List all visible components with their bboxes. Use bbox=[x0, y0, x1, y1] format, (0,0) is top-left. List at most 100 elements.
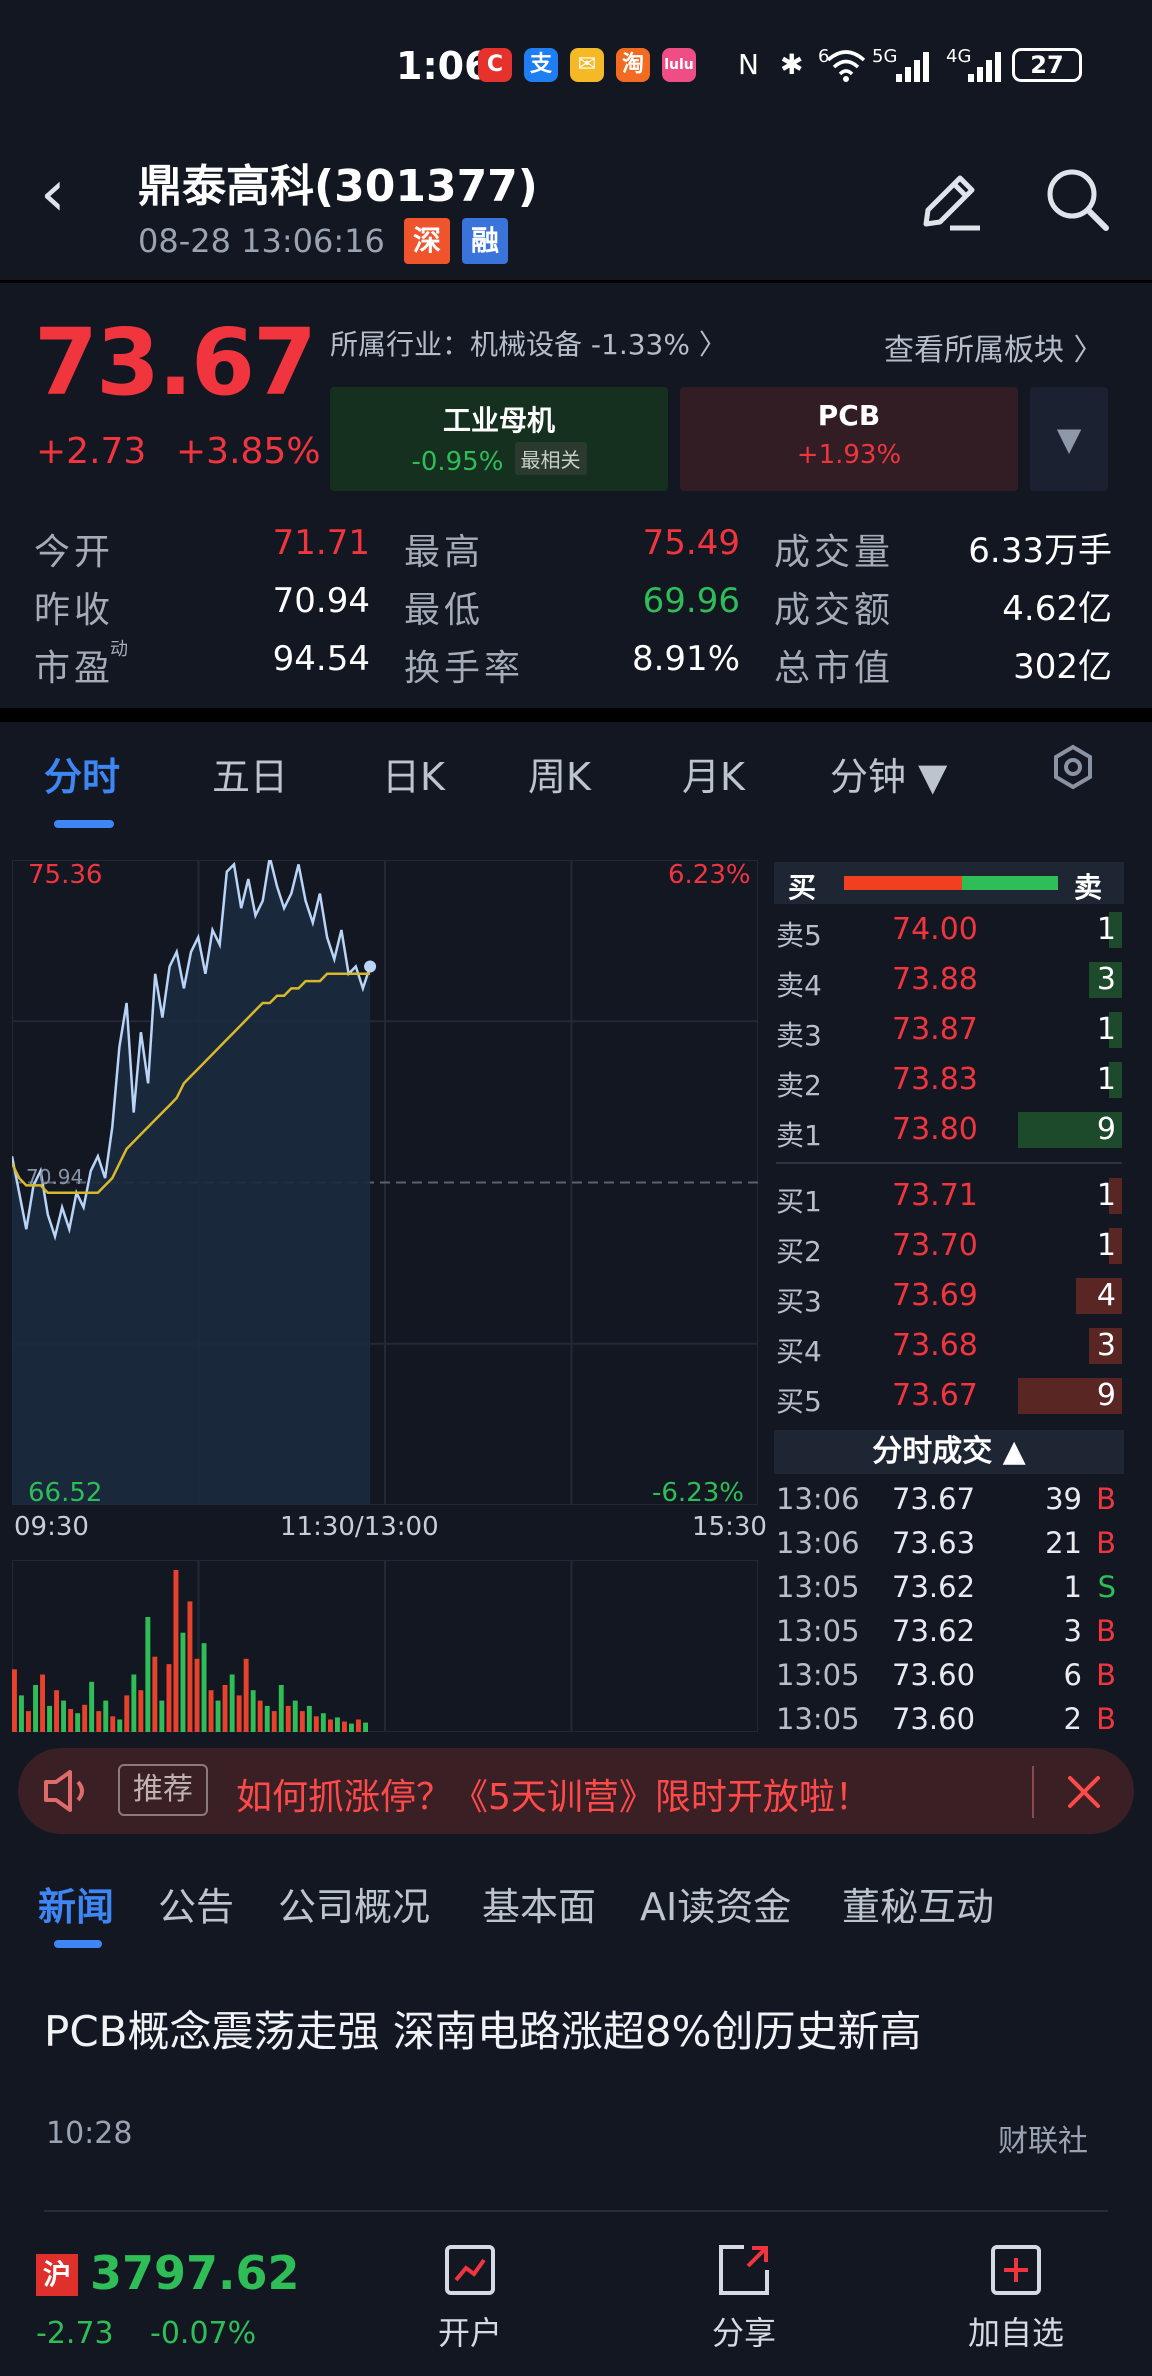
volume-bar bbox=[215, 1700, 221, 1732]
book-level-label: 买1 bbox=[776, 1185, 822, 1218]
sector-card-pcb[interactable]: PCB +1.93% bbox=[680, 387, 1018, 491]
book-price: 73.80 bbox=[892, 1112, 978, 1147]
trade-row: 13:06 73.63 21 B bbox=[776, 1522, 1122, 1566]
tab-fundamentals[interactable]: 基本面 bbox=[482, 1885, 597, 1929]
book-level-label: 卖3 bbox=[776, 1019, 822, 1052]
stat-value: 8.91% bbox=[631, 639, 740, 679]
asks-row[interactable]: 卖3 73.87 1 bbox=[776, 1006, 1122, 1056]
back-arrow-icon[interactable]: ‹ bbox=[40, 157, 66, 231]
add-watchlist-button[interactable]: 加自选 bbox=[936, 2244, 1096, 2354]
trade-row: 13:06 73.67 39 B bbox=[776, 1478, 1122, 1522]
view-sectors-link[interactable]: 查看所属板块 〉 bbox=[884, 333, 1104, 368]
chart-settings-gear-icon[interactable] bbox=[1050, 744, 1096, 790]
5g-label: 5G bbox=[872, 46, 898, 67]
book-qty-bar bbox=[1109, 912, 1122, 948]
book-level-label: 买5 bbox=[776, 1385, 822, 1418]
chart-prevclose-label: 70.94 bbox=[26, 1165, 84, 1189]
tab-monthly-k[interactable]: 月K bbox=[682, 755, 745, 799]
volume-bar bbox=[12, 1669, 17, 1732]
asks-row[interactable]: 卖1 73.80 9 bbox=[776, 1106, 1122, 1156]
sector-change: -0.95% bbox=[411, 447, 504, 477]
stat-label: 换手率 bbox=[404, 648, 525, 689]
volume-chart[interactable] bbox=[12, 1560, 758, 1732]
index-value[interactable]: 3797.62 bbox=[90, 2246, 300, 2300]
trade-side: B bbox=[1096, 1658, 1116, 1692]
tab-five-day[interactable]: 五日 bbox=[212, 755, 289, 799]
app-notification-icon: C bbox=[478, 48, 512, 82]
bids-row[interactable]: 买2 73.70 1 bbox=[776, 1222, 1122, 1272]
stock-header: ‹ 鼎泰高科(301377) 08-28 13:06:16 深 融 bbox=[0, 130, 1152, 280]
book-price: 73.70 bbox=[892, 1228, 978, 1263]
book-qty-bar bbox=[1109, 1012, 1122, 1048]
tab-announcements[interactable]: 公告 bbox=[158, 1885, 235, 1929]
avg-price-line bbox=[12, 972, 371, 1194]
bids-row[interactable]: 买3 73.69 4 bbox=[776, 1272, 1122, 1322]
volume-bar bbox=[320, 1713, 326, 1732]
trade-qty: 2 bbox=[1063, 1702, 1082, 1736]
wifi-signal-icon bbox=[826, 50, 866, 82]
tab-minute[interactable]: 分钟 ▼ bbox=[830, 755, 948, 799]
stat-label-sup: 动 bbox=[110, 639, 128, 660]
edit-icon[interactable] bbox=[914, 166, 984, 236]
stat-value: 69.96 bbox=[642, 581, 740, 621]
volume-bar bbox=[335, 1717, 340, 1732]
bids-row[interactable]: 买4 73.68 3 bbox=[776, 1322, 1122, 1372]
news-time: 10:28 bbox=[46, 2116, 133, 2151]
book-qty-bar bbox=[1089, 962, 1122, 998]
tab-ai-funds[interactable]: AI读资金 bbox=[640, 1885, 792, 1929]
book-qty-bar bbox=[1018, 1378, 1122, 1414]
volume-bar bbox=[194, 1658, 200, 1732]
book-price: 73.69 bbox=[892, 1278, 978, 1313]
volume-bar bbox=[187, 1601, 193, 1732]
trades-header[interactable]: 分时成交 ▲ bbox=[774, 1430, 1124, 1474]
bids-row[interactable]: 买5 73.67 9 bbox=[776, 1372, 1122, 1422]
share-button[interactable]: 分享 bbox=[664, 2244, 824, 2354]
tab-news[interactable]: 新闻 bbox=[38, 1885, 115, 1929]
bids-row[interactable]: 买1 73.71 1 bbox=[776, 1172, 1122, 1222]
stat-label: 市盈 bbox=[34, 648, 115, 689]
news-headline[interactable]: PCB概念震荡走强 深南电路涨超8%创历史新高 bbox=[44, 2007, 922, 2056]
sector-card-machine-tools[interactable]: 工业母机 -0.95% 最相关 bbox=[330, 387, 668, 491]
book-price: 73.67 bbox=[892, 1378, 978, 1413]
book-qty: 3 bbox=[1096, 1328, 1116, 1363]
trade-qty: 39 bbox=[1045, 1482, 1082, 1516]
sector-name: PCB bbox=[817, 399, 881, 432]
intraday-chart[interactable] bbox=[12, 860, 758, 1505]
price-change: +2.73 bbox=[36, 431, 147, 472]
tab-intraday[interactable]: 分时 bbox=[44, 755, 121, 799]
x-tick-open: 09:30 bbox=[14, 1512, 89, 1542]
tab-company-profile[interactable]: 公司概况 bbox=[278, 1885, 431, 1929]
asks-row[interactable]: 卖5 74.00 1 bbox=[776, 906, 1122, 956]
trade-price: 73.60 bbox=[892, 1702, 976, 1736]
volume-bar bbox=[278, 1685, 284, 1732]
bottom-divider bbox=[44, 2210, 1108, 2212]
volume-bar bbox=[313, 1716, 319, 1732]
stat-value: 75.49 bbox=[642, 523, 740, 563]
asks-row[interactable]: 卖2 73.83 1 bbox=[776, 1056, 1122, 1106]
volume-bar bbox=[40, 1674, 45, 1732]
buy-ratio-bar bbox=[844, 876, 962, 890]
index-badge: 沪 bbox=[36, 2254, 78, 2296]
volume-bar bbox=[124, 1695, 130, 1732]
book-qty-bar bbox=[1076, 1278, 1122, 1314]
open-account-button[interactable]: 开户 bbox=[390, 2244, 550, 2354]
stat-value: 6.33万手 bbox=[968, 531, 1112, 571]
book-qty-bar bbox=[1109, 1178, 1122, 1214]
header-divider bbox=[0, 280, 1152, 283]
trade-price: 73.62 bbox=[892, 1570, 976, 1604]
trade-side: B bbox=[1096, 1702, 1116, 1736]
close-icon[interactable] bbox=[1066, 1774, 1102, 1810]
promo-banner[interactable]: 推荐 如何抓涨停？《5天训营》限时开放啦！ bbox=[18, 1748, 1134, 1834]
industry-link[interactable]: 所属行业：机械设备 -1.33% 〉 bbox=[330, 328, 727, 361]
trade-row: 13:05 73.60 6 B bbox=[776, 1654, 1122, 1698]
tab-weekly-k[interactable]: 周K bbox=[528, 755, 591, 799]
tab-secretary-qa[interactable]: 董秘互动 bbox=[842, 1885, 995, 1929]
volume-bar bbox=[285, 1705, 291, 1732]
sector-expand-chevron-icon[interactable]: ▼ bbox=[1030, 387, 1108, 491]
asks-row[interactable]: 卖4 73.88 3 bbox=[776, 956, 1122, 1006]
share-icon bbox=[719, 2245, 769, 2295]
volume-bar bbox=[173, 1570, 179, 1732]
stock-title: 鼎泰高科(301377) bbox=[138, 161, 538, 212]
tab-daily-k[interactable]: 日K bbox=[382, 755, 445, 799]
search-icon[interactable] bbox=[1044, 166, 1110, 232]
